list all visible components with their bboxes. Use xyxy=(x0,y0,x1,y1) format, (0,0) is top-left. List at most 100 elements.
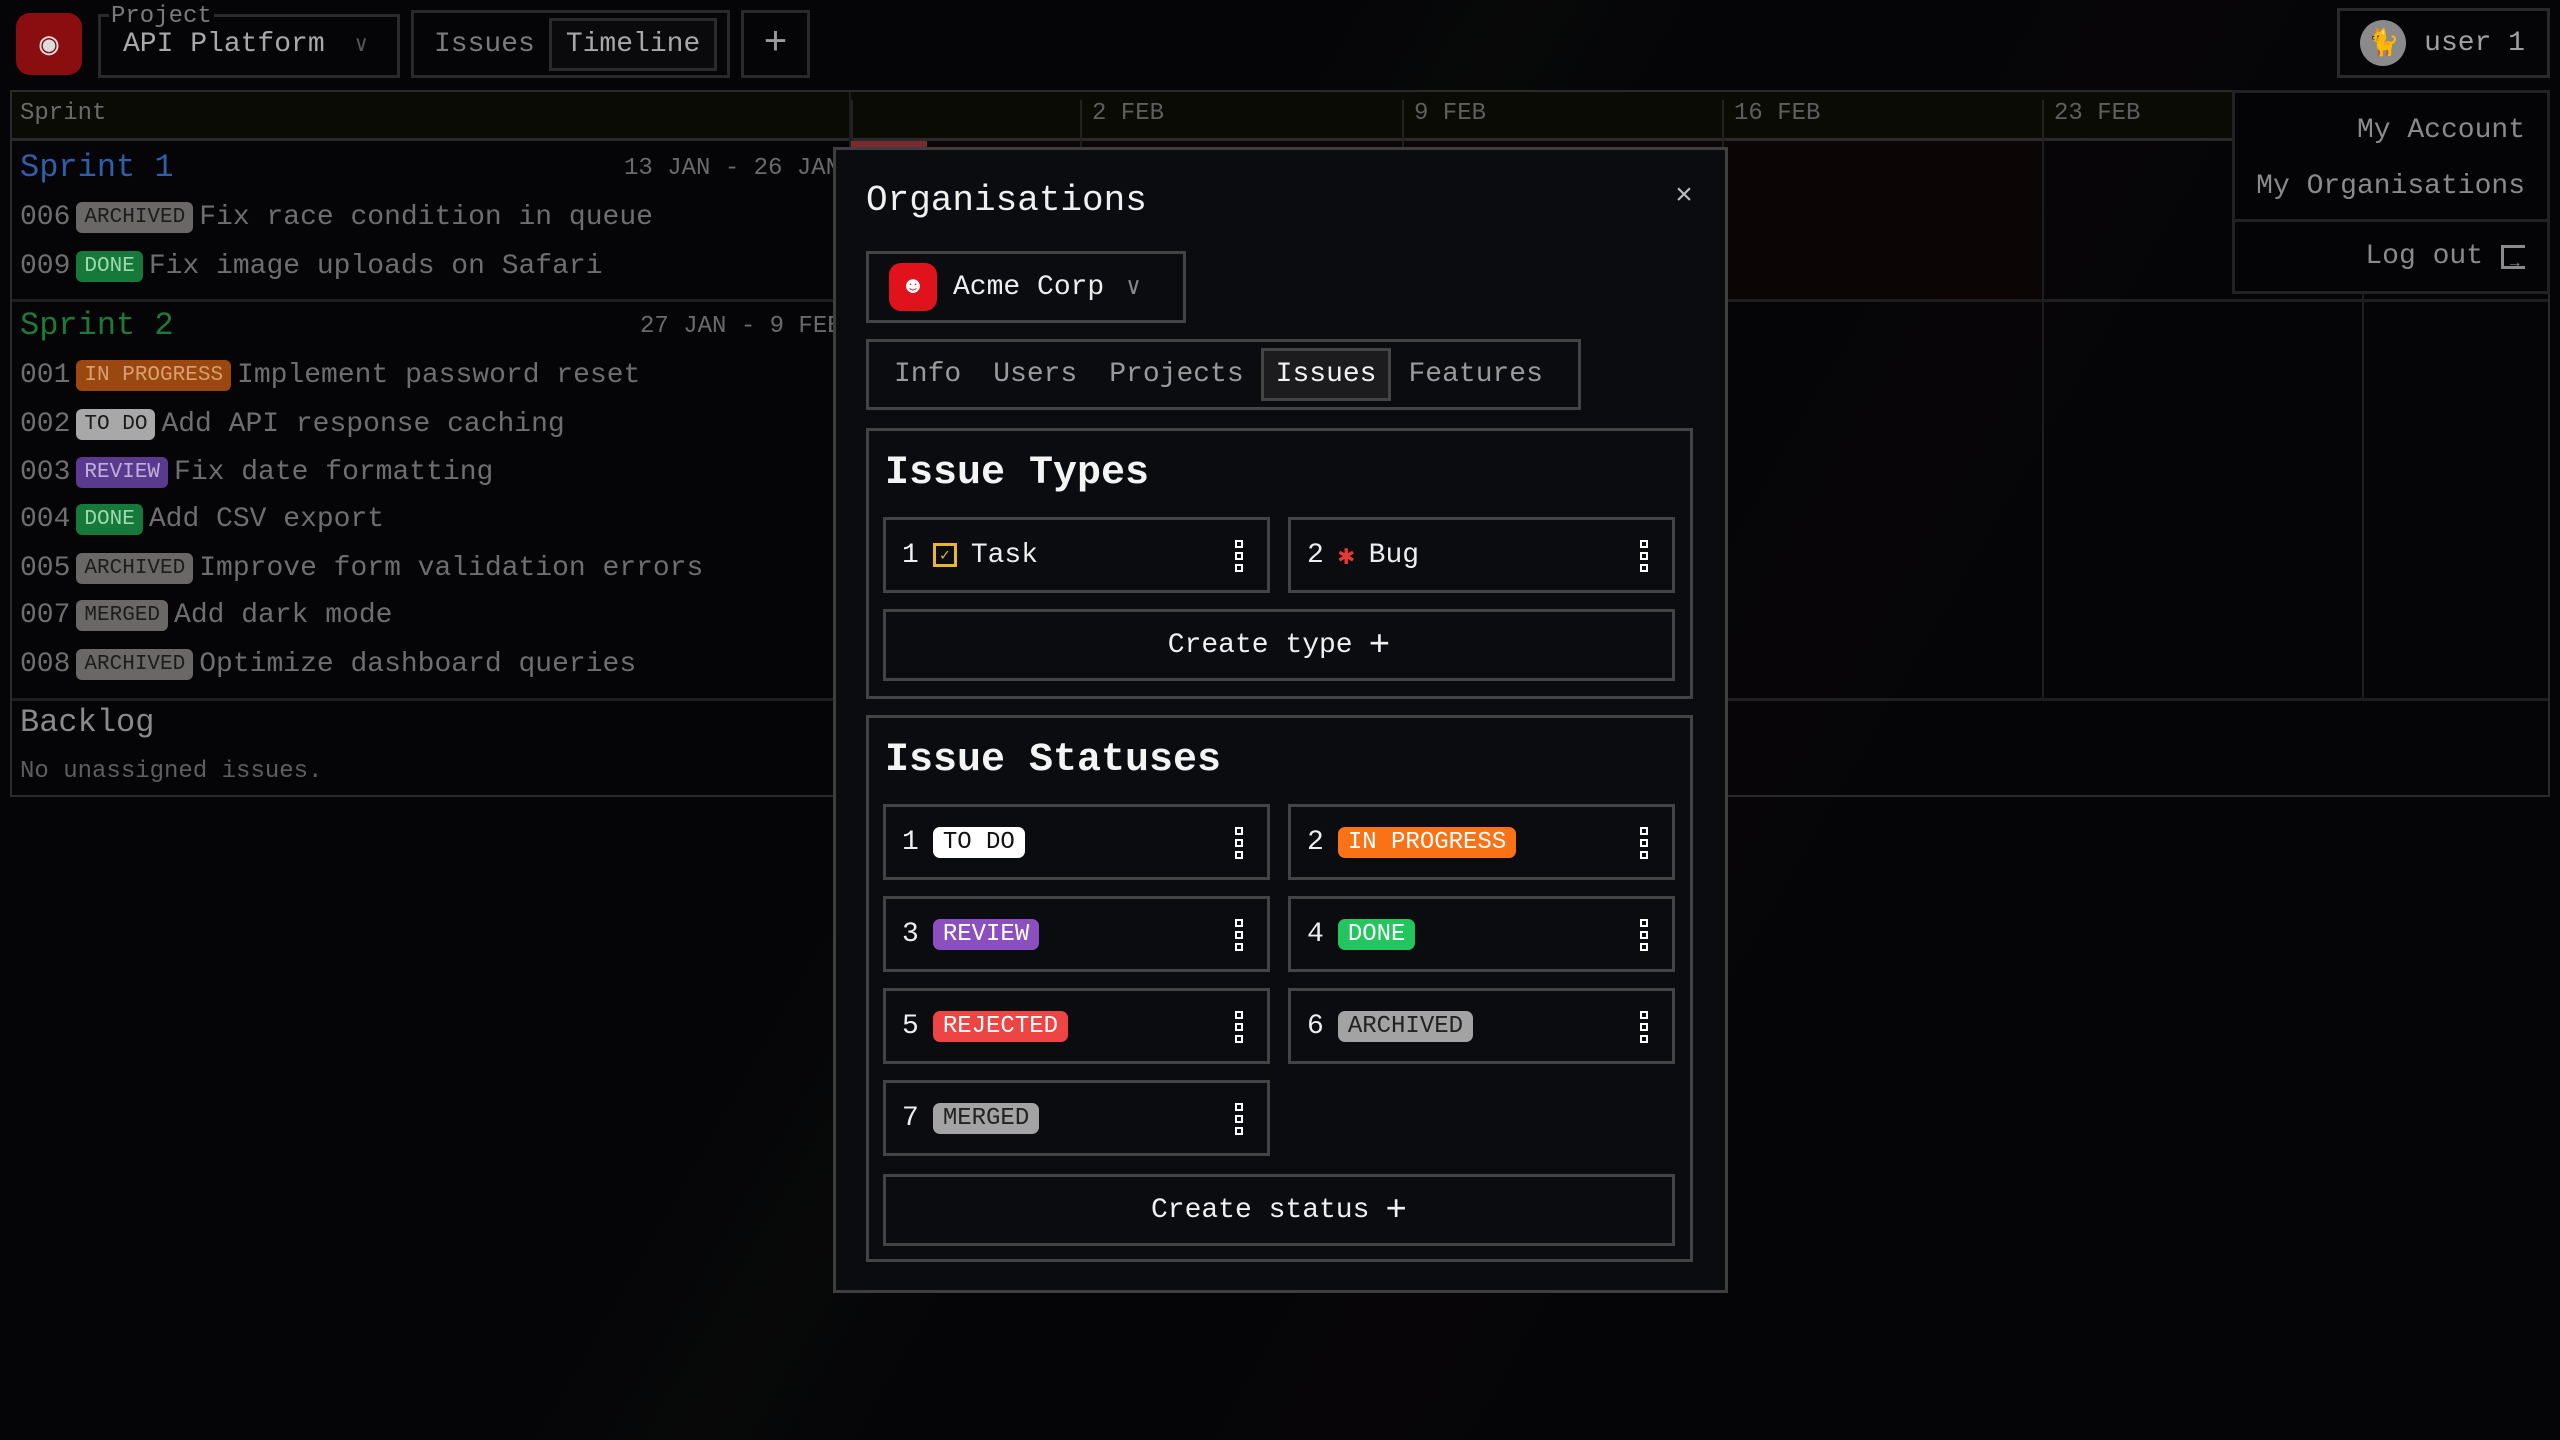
organisations-modal: Organisations × ☻ Acme Corp ∨ Info Users P… xyxy=(833,147,1728,1293)
issue-title: Implement password reset xyxy=(237,360,641,392)
organisation-selector[interactable]: ☻ Acme Corp ∨ xyxy=(866,251,1186,323)
app-logo[interactable]: ◉ xyxy=(16,13,82,75)
koala-logo-icon: ◉ xyxy=(39,27,59,64)
more-options-icon[interactable] xyxy=(1640,919,1648,951)
create-status-label: Create status xyxy=(1150,1194,1370,1226)
tab-info[interactable]: Info xyxy=(894,359,962,390)
logout-label: Log out xyxy=(2365,241,2483,272)
status-order: 2 xyxy=(1307,826,1324,858)
add-view-button[interactable]: + xyxy=(741,10,810,78)
status-badge: TO DO xyxy=(932,826,1025,858)
issue-status-card: 3 REVIEW xyxy=(883,896,1270,972)
menu-item-my-account[interactable]: My Account xyxy=(2356,115,2525,146)
more-options-icon[interactable] xyxy=(1640,1011,1648,1043)
more-options-icon[interactable] xyxy=(1235,919,1243,951)
issue-row[interactable]: 002 TO DO Add API response caching xyxy=(20,409,565,441)
task-checkbox-icon: ✓ xyxy=(932,543,957,567)
status-order: 5 xyxy=(902,1010,919,1042)
plus-icon: + xyxy=(1385,1189,1408,1231)
view-tabs: Issues Timeline xyxy=(411,10,730,78)
status-order: 3 xyxy=(902,918,919,950)
cat-avatar-icon: 🐈 xyxy=(2366,28,2400,59)
issue-id: 006 xyxy=(20,202,71,234)
issue-title: Fix image uploads on Safari xyxy=(148,251,603,283)
status-badge: DONE xyxy=(76,504,143,536)
bug-icon: ✱ xyxy=(1337,541,1355,573)
create-status-button[interactable]: Create status + xyxy=(883,1174,1675,1246)
create-type-label: Create type xyxy=(1167,629,1353,661)
issue-id: 002 xyxy=(20,409,71,441)
status-order: 1 xyxy=(902,826,919,858)
issue-row[interactable]: 007 MERGED Add dark mode xyxy=(20,600,393,632)
status-badge: MERGED xyxy=(76,600,169,632)
tab-projects[interactable]: Projects xyxy=(1109,359,1244,390)
timeline-grid-line xyxy=(2042,141,2044,699)
status-badge: ARCHIVED xyxy=(76,202,194,234)
issue-statuses-title: Issue Statuses xyxy=(885,738,1222,783)
issue-row[interactable]: 004 DONE Add CSV export xyxy=(20,504,384,536)
menu-item-my-organisations[interactable]: My Organisations xyxy=(2256,171,2525,202)
chevron-down-icon: ∨ xyxy=(1126,275,1141,302)
issue-title: Fix date formatting xyxy=(174,457,494,489)
tab-issues[interactable]: Issues xyxy=(1260,348,1392,401)
issue-row[interactable]: 006 ARCHIVED Fix race condition in queue xyxy=(20,202,653,234)
backlog-empty-text: No unassigned issues. xyxy=(20,758,323,785)
more-options-icon[interactable] xyxy=(1235,1103,1243,1135)
close-icon[interactable]: × xyxy=(1674,180,1693,214)
issue-row[interactable]: 001 IN PROGRESS Implement password reset xyxy=(20,360,641,392)
sprint-title[interactable]: Sprint 1 xyxy=(20,149,174,186)
project-selector[interactable]: Project API Platform ∨ xyxy=(98,3,400,78)
type-order: 1 xyxy=(902,539,919,571)
status-badge: DONE xyxy=(76,251,143,283)
issue-types-title: Issue Types xyxy=(885,451,1150,496)
menu-divider xyxy=(2235,219,2547,222)
issue-id: 001 xyxy=(20,360,71,392)
issue-row[interactable]: 003 REVIEW Fix date formatting xyxy=(20,457,494,489)
issue-title: Improve form validation errors xyxy=(199,553,704,585)
issue-id: 008 xyxy=(20,649,71,681)
sprint-column-header: Sprint xyxy=(20,100,107,127)
status-badge: IN PROGRESS xyxy=(1337,826,1517,858)
status-badge: REVIEW xyxy=(76,457,169,489)
issue-id: 009 xyxy=(20,251,71,283)
organisation-tabs: Info Users Projects Issues Features xyxy=(866,339,1581,410)
more-options-icon[interactable] xyxy=(1640,827,1648,859)
tab-users[interactable]: Users xyxy=(993,359,1078,390)
more-options-icon[interactable] xyxy=(1235,1011,1243,1043)
status-badge: ARCHIVED xyxy=(76,553,194,585)
org-name: Acme Corp xyxy=(953,271,1105,303)
issue-types-section: Issue Types 1 ✓ Task 2 ✱ Bug Create type + xyxy=(866,428,1693,699)
timeline-date: 23 FEB xyxy=(2042,100,2140,141)
issue-id: 003 xyxy=(20,457,71,489)
issue-status-card: 1 TO DO xyxy=(883,804,1270,880)
avatar: 🐈 xyxy=(2360,20,2407,66)
chevron-down-icon: ∨ xyxy=(354,32,368,58)
plus-icon: + xyxy=(1368,624,1391,666)
issue-title: Optimize dashboard queries xyxy=(199,649,637,681)
more-options-icon[interactable] xyxy=(1235,827,1243,859)
issue-title: Add dark mode xyxy=(174,600,393,632)
project-label: Project xyxy=(109,3,214,30)
issue-status-card: 7 MERGED xyxy=(883,1080,1270,1156)
more-options-icon[interactable] xyxy=(1640,540,1648,572)
user-menu-button[interactable]: 🐈 user 1 xyxy=(2337,8,2550,78)
menu-item-log-out[interactable]: Log out → xyxy=(2365,241,2525,272)
create-type-button[interactable]: Create type + xyxy=(883,609,1675,681)
user-name: user 1 xyxy=(2424,27,2525,59)
tab-issues[interactable]: Issues xyxy=(434,28,535,60)
issue-status-card: 4 DONE xyxy=(1288,896,1675,972)
status-order: 6 xyxy=(1307,1010,1324,1042)
status-badge: MERGED xyxy=(932,1102,1040,1134)
issue-row[interactable]: 005 ARCHIVED Improve form validation error… xyxy=(20,553,704,585)
tab-features[interactable]: Features xyxy=(1408,359,1543,390)
tab-timeline[interactable]: Timeline xyxy=(548,17,718,71)
more-options-icon[interactable] xyxy=(1235,540,1243,572)
status-badge: REJECTED xyxy=(932,1010,1069,1042)
issue-statuses-section: Issue Statuses 1 TO DO 2 IN PROGRESS 3 REVIEW… xyxy=(866,715,1693,1262)
sprint-title[interactable]: Sprint 2 xyxy=(20,307,174,344)
issue-row[interactable]: 008 ARCHIVED Optimize dashboard queries xyxy=(20,649,637,681)
issue-row[interactable]: 009 DONE Fix image uploads on Safari xyxy=(20,251,603,283)
today-marker xyxy=(851,141,927,149)
issue-status-card: 6 ARCHIVED xyxy=(1288,988,1675,1064)
sprint-dates: 13 JAN - 26 JAN xyxy=(624,155,841,182)
